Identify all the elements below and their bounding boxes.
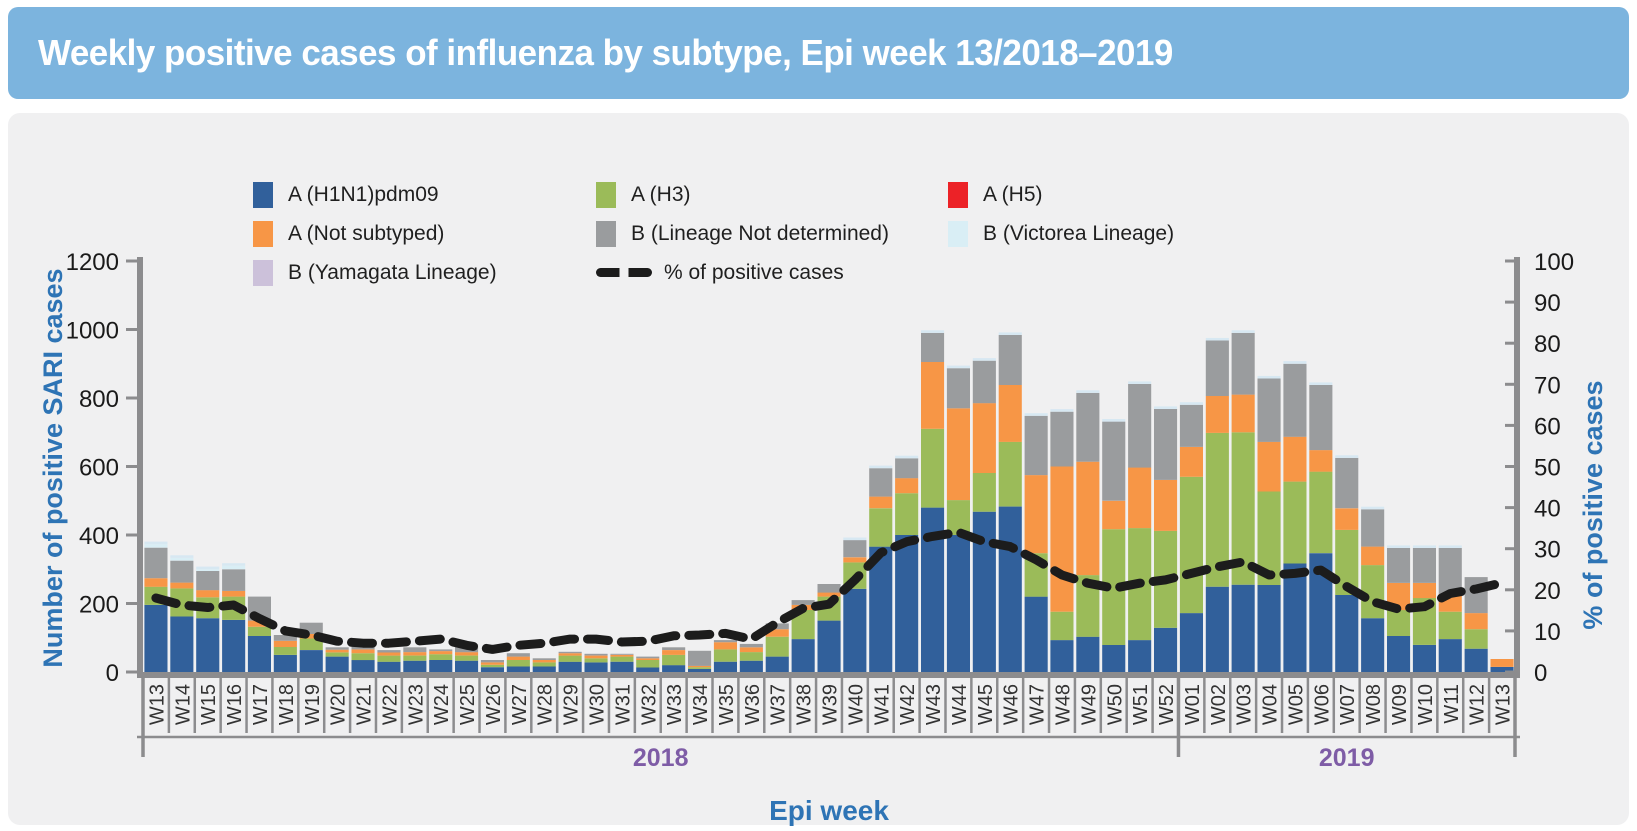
a-h3-swatch-icon [596, 181, 616, 208]
legend-label: B (Yamagata Lineage) [288, 260, 497, 284]
percent-positive-dash-icon [596, 268, 652, 277]
legend-item: A (Not subtyped) [253, 220, 596, 247]
legend-label: B (Victorea Lineage) [983, 221, 1175, 245]
legend-label: B (Lineage Not determined) [631, 221, 889, 245]
legend-label: % of positive cases [664, 260, 844, 284]
legend-item: B (Lineage Not determined) [596, 220, 948, 247]
chart-card: A (H1N1)pdm09 A (H3) A (H5) A (Not subty… [8, 113, 1629, 825]
chart-title: Weekly positive cases of influenza by su… [38, 32, 1173, 73]
legend-label: A (H1N1)pdm09 [288, 182, 439, 206]
legend-label: A (H5) [983, 182, 1043, 206]
a-h5-swatch-icon [948, 181, 968, 208]
legend-item: A (H3) [596, 181, 948, 208]
a-not-subtyped-swatch-icon [253, 220, 273, 247]
legend-item: % of positive cases [596, 259, 948, 286]
legend-item: B (Yamagata Lineage) [253, 259, 596, 286]
chart-header: Weekly positive cases of influenza by su… [8, 7, 1629, 99]
legend: A (H1N1)pdm09 A (H3) A (H5) A (Not subty… [253, 181, 1378, 286]
b-lineage-not-determined-swatch-icon [596, 220, 616, 247]
legend-label: A (H3) [631, 182, 691, 206]
legend-item: A (H1N1)pdm09 [253, 181, 596, 208]
a-h1n1pdm09-swatch-icon [253, 181, 273, 208]
b-victorea-lineage-swatch-icon [948, 220, 968, 247]
legend-item: A (H5) [948, 181, 1378, 208]
b-yamagata-lineage-swatch-icon [253, 259, 273, 286]
legend-item: B (Victorea Lineage) [948, 220, 1378, 247]
legend-label: A (Not subtyped) [288, 221, 445, 245]
